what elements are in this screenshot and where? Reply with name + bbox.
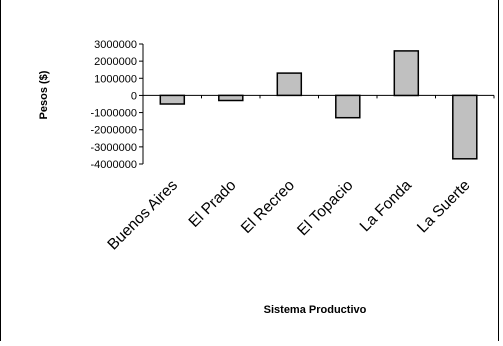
y-tick-label: 0 xyxy=(131,90,137,102)
x-axis-title: Sistema Productivo xyxy=(264,304,367,316)
y-axis-title: Pesos ($) xyxy=(38,70,50,119)
x-tick-label: El Prado xyxy=(186,177,240,231)
y-tick-label: 3000000 xyxy=(94,39,137,51)
bar-la-suerte xyxy=(452,94,478,160)
y-tick-label: 1000000 xyxy=(94,73,137,85)
y-tick-label: -1000000 xyxy=(91,108,138,120)
plot-area: 3000000 2000000 1000000 0 -1000000 -2000000 -3… xyxy=(91,39,495,253)
bar-el-topacio xyxy=(335,94,361,119)
x-tick-label: La Fonda xyxy=(357,177,416,236)
y-tick-label: -3000000 xyxy=(91,142,138,154)
bar-la-fonda xyxy=(393,50,420,97)
x-tick-label: Buenos Aires xyxy=(104,177,181,254)
x-tick-label: La Suerte xyxy=(414,177,474,237)
y-tick-label: -2000000 xyxy=(91,125,138,137)
bar-el-prado xyxy=(218,94,244,102)
bar-el-recreo xyxy=(276,72,303,97)
y-tick-label: -4000000 xyxy=(91,159,138,171)
y-tick-label: 2000000 xyxy=(94,56,137,68)
x-tick-label: El Recreo xyxy=(238,177,298,237)
bar-buenos-aires xyxy=(159,94,186,105)
x-tick-label: El Topacio xyxy=(294,177,356,239)
